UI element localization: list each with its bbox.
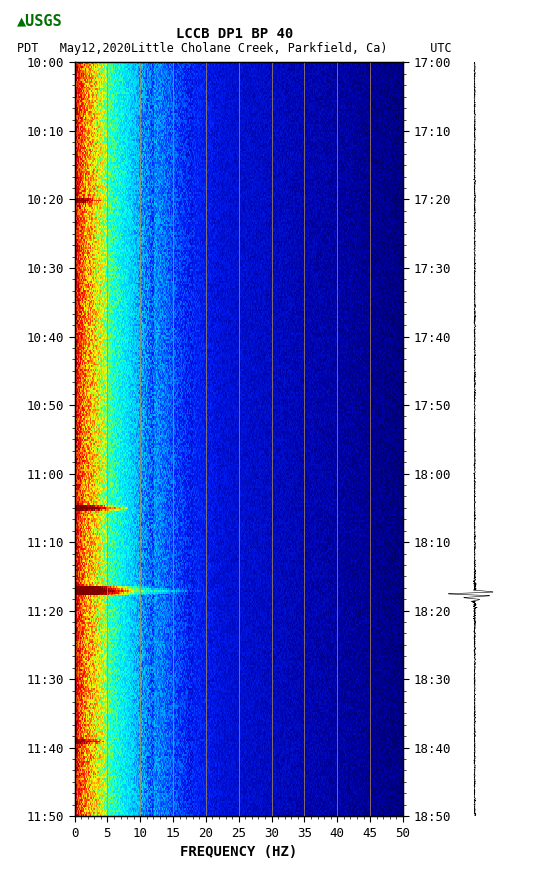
- Text: PDT   May12,2020Little Cholane Creek, Parkfield, Ca)      UTC: PDT May12,2020Little Cholane Creek, Park…: [17, 42, 452, 54]
- X-axis label: FREQUENCY (HZ): FREQUENCY (HZ): [180, 845, 298, 859]
- Text: LCCB DP1 BP 40: LCCB DP1 BP 40: [176, 27, 293, 41]
- Text: ▲USGS: ▲USGS: [17, 13, 62, 28]
